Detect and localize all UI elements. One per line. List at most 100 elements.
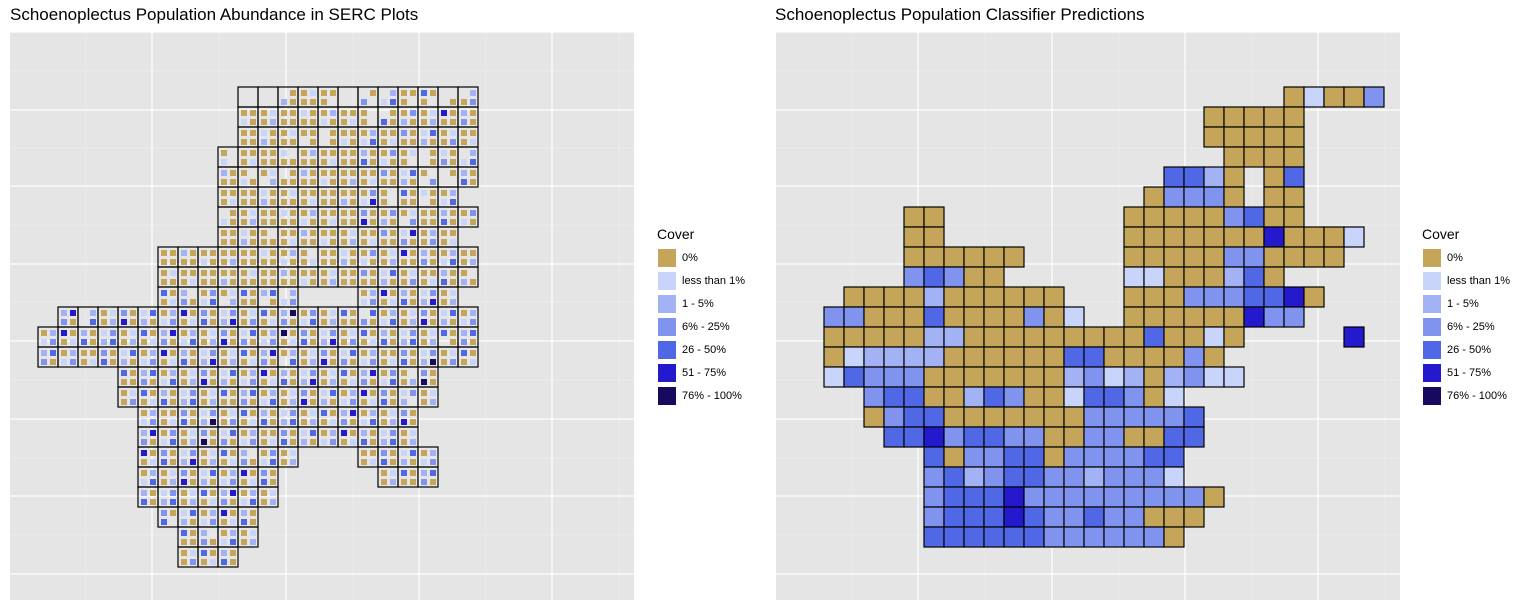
subplot-cell — [261, 230, 267, 236]
prediction-cell — [943, 286, 965, 308]
subplot-cell — [221, 370, 227, 376]
subplot-cell — [281, 439, 287, 445]
subplot-cell — [181, 359, 187, 365]
subplot-cell — [81, 330, 87, 336]
subplot-cell — [250, 310, 256, 316]
subplot-cell — [290, 239, 296, 245]
subplot-cell — [221, 430, 227, 436]
subplot-cell — [370, 450, 376, 456]
prediction-cell — [883, 386, 905, 408]
subplot-cell — [210, 510, 216, 516]
subplot-cell — [150, 390, 156, 396]
subplot-cell — [381, 290, 387, 296]
right-legend-label: 0% — [1447, 251, 1463, 264]
prediction-cell — [1183, 286, 1205, 308]
prediction-cell — [1203, 286, 1225, 308]
subplot-cell — [390, 319, 396, 325]
subplot-cell — [450, 359, 456, 365]
subplot-cell — [201, 379, 207, 385]
subplot-cell — [301, 370, 307, 376]
subplot-cell — [130, 310, 136, 316]
subplot-cell — [310, 210, 316, 216]
prediction-cell — [983, 266, 1005, 288]
subplot-cell — [181, 559, 187, 565]
subplot-cell — [250, 399, 256, 405]
subplot-cell — [230, 330, 236, 336]
subplot-cell — [390, 219, 396, 225]
subplot-cell — [381, 319, 387, 325]
subplot-cell — [210, 259, 216, 265]
subplot-cell — [310, 159, 316, 165]
subplot-cell — [190, 319, 196, 325]
subplot-cell — [230, 350, 236, 356]
subplot-cell — [61, 310, 67, 316]
subplot-cell — [350, 190, 356, 196]
subplot-cell — [261, 130, 267, 136]
subplot-cell — [281, 319, 287, 325]
prediction-cell — [883, 366, 905, 388]
subplot-cell — [230, 259, 236, 265]
subplot-cell — [270, 410, 276, 416]
prediction-cell — [963, 386, 985, 408]
subplot-cell — [150, 450, 156, 456]
prediction-cell — [843, 286, 865, 308]
subplot-cell — [450, 150, 456, 156]
subplot-cell — [441, 110, 447, 116]
subplot-cell — [370, 430, 376, 436]
prediction-cell — [1223, 106, 1245, 128]
subplot-cell — [221, 199, 227, 205]
prediction-cell — [923, 246, 945, 268]
subplot-cell — [341, 210, 347, 216]
subplot-cell — [250, 499, 256, 505]
subplot-cell — [301, 199, 307, 205]
subplot-cell — [390, 410, 396, 416]
subplot-cell — [430, 230, 436, 236]
right-legend-item: 0% — [1422, 246, 1510, 269]
subplot-cell — [201, 419, 207, 425]
subplot-cell — [441, 230, 447, 236]
subplot-cell — [330, 279, 336, 285]
subplot-cell — [370, 419, 376, 425]
subplot-cell — [261, 450, 267, 456]
subplot-cell — [350, 430, 356, 436]
subplot-cell — [461, 279, 467, 285]
subplot-cell — [410, 110, 416, 116]
plot-outline — [217, 546, 239, 568]
subplot-cell — [361, 430, 367, 436]
subplot-cell — [381, 379, 387, 385]
subplot-cell — [221, 179, 227, 185]
subplot-cell — [261, 170, 267, 176]
subplot-cell — [341, 270, 347, 276]
subplot-cell — [301, 219, 307, 225]
subplot-cell — [421, 190, 427, 196]
subplot-cell — [410, 439, 416, 445]
subplot-cell — [430, 119, 436, 125]
subplot-cell — [461, 339, 467, 345]
subplot-cell — [281, 450, 287, 456]
subplot-cell — [381, 359, 387, 365]
subplot-cell — [310, 270, 316, 276]
prediction-cell — [983, 286, 1005, 308]
subplot-cell — [441, 350, 447, 356]
subplot-cell — [390, 390, 396, 396]
subplot-cell — [330, 219, 336, 225]
subplot-cell — [370, 230, 376, 236]
subplot-cell — [430, 130, 436, 136]
subplot-cell — [130, 319, 136, 325]
prediction-cell — [943, 526, 965, 548]
subplot-cell — [190, 439, 196, 445]
subplot-cell — [290, 430, 296, 436]
subplot-cell — [230, 210, 236, 216]
subplot-cell — [270, 239, 276, 245]
subplot-cell — [430, 459, 436, 465]
subplot-cell — [390, 99, 396, 105]
subplot-cell — [281, 210, 287, 216]
prediction-cell — [1143, 326, 1165, 348]
prediction-cell — [1263, 286, 1285, 308]
subplot-cell — [261, 390, 267, 396]
subplot-cell — [430, 190, 436, 196]
subplot-cell — [410, 430, 416, 436]
prediction-cell — [983, 326, 1005, 348]
left-legend-label: less than 1% — [682, 274, 745, 287]
subplot-cell — [450, 219, 456, 225]
